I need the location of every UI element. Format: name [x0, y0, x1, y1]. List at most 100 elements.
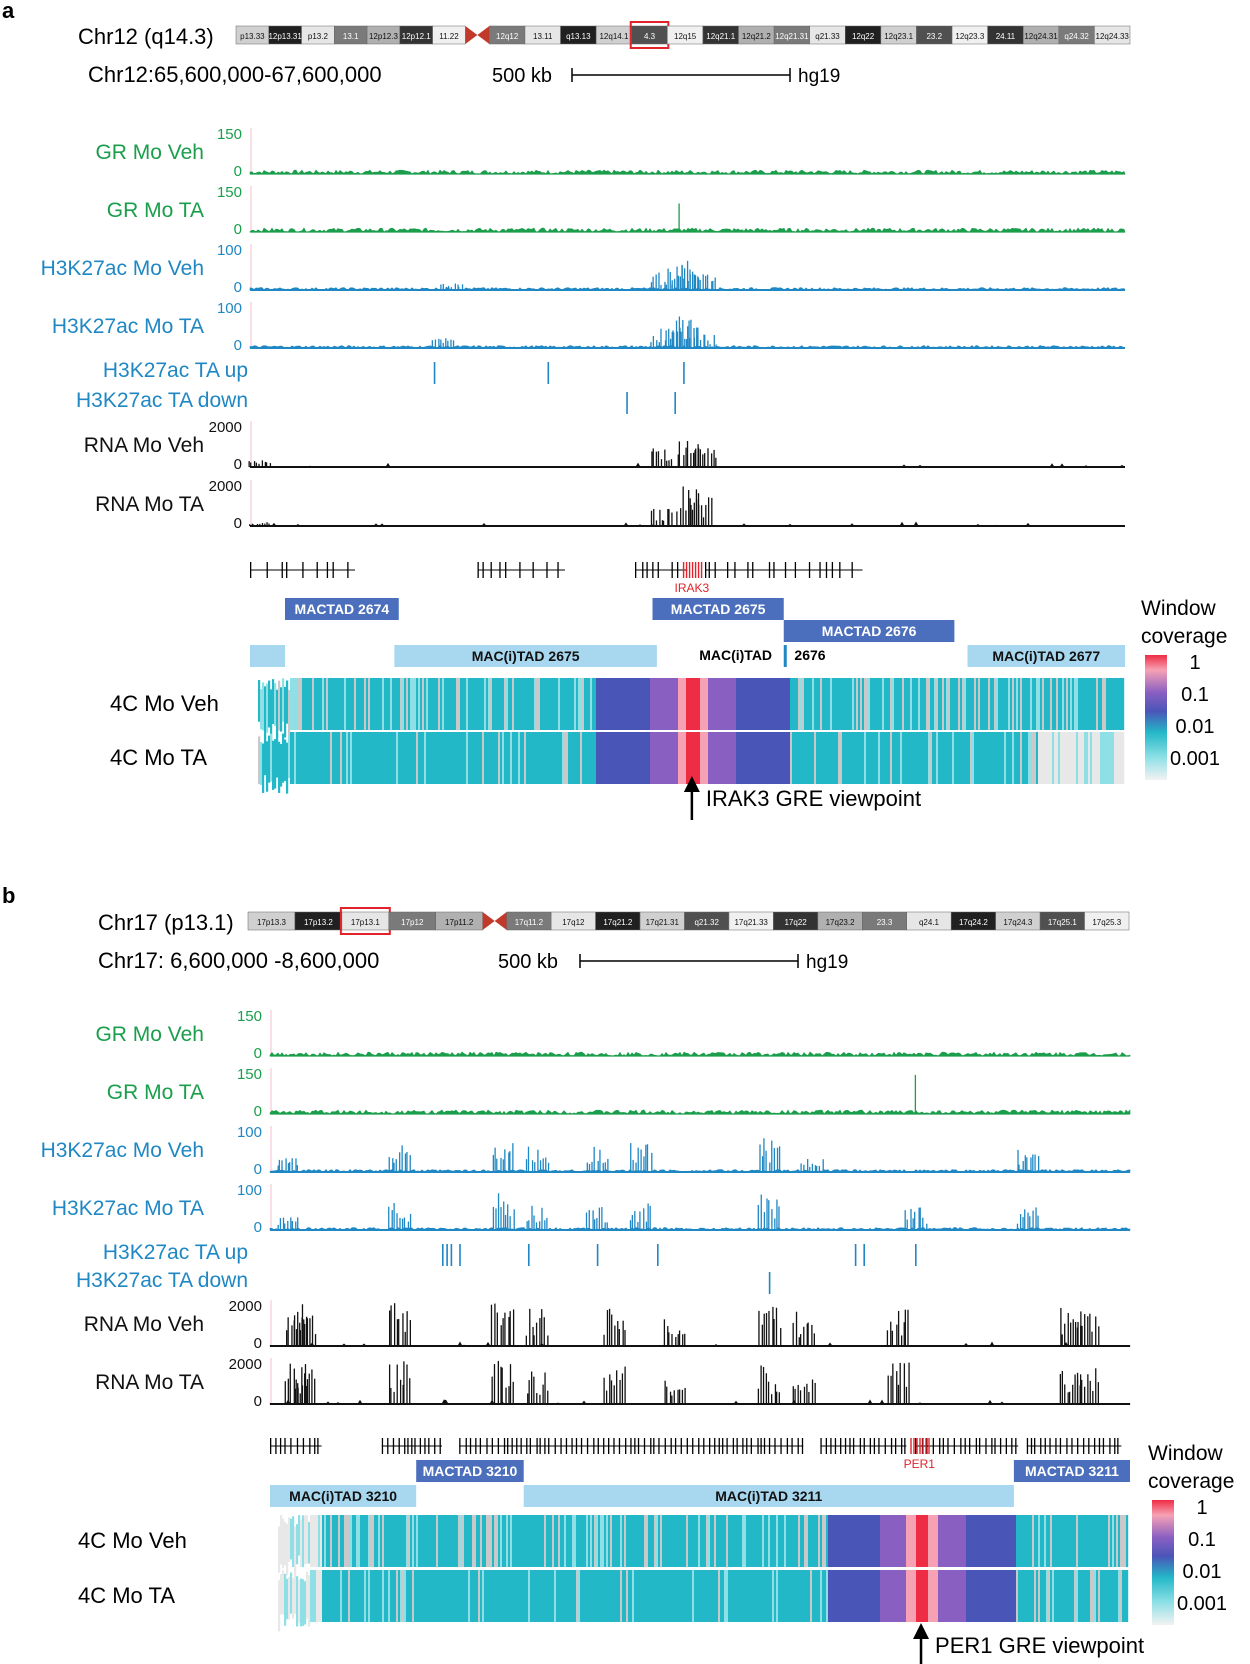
- signal-peak: [778, 1206, 780, 1230]
- fourc-heatmap-cell: [560, 732, 563, 784]
- fourc-heatmap-cell: [450, 732, 453, 784]
- coordinates-label: Chr12:65,600,000-67,600,000: [88, 62, 382, 87]
- fourc-heatmap-cell: [784, 1515, 787, 1567]
- fourc-heatmap-cell: [626, 1515, 629, 1567]
- fourc-heatmap-cell: [682, 678, 685, 730]
- fourc-heatmap-cell: [1030, 1515, 1033, 1567]
- fourc-heatmap-cell: [404, 1515, 407, 1567]
- fourc-heatmap-cell: [712, 678, 715, 730]
- fourc-heatmap-cell: [1064, 1570, 1067, 1622]
- fourc-heatmap-cell: [1090, 678, 1093, 730]
- fourc-heatmap-cell: [1010, 732, 1013, 784]
- fourc-heatmap-cell: [624, 1570, 627, 1622]
- signal-peak: [527, 1393, 529, 1404]
- fourc-heatmap-cell: [1022, 678, 1025, 730]
- signal-peak: [277, 1165, 279, 1172]
- fourc-heatmap-cell: [734, 1515, 737, 1567]
- fourc-heatmap-cell: [624, 732, 627, 784]
- fourc-heatmap-cell: [1028, 678, 1031, 730]
- fourc-heatmap-cell: [934, 1515, 937, 1567]
- centromere-left: [482, 912, 495, 930]
- fourc-heatmap-cell: [866, 678, 869, 730]
- fourc-heatmap-cell: [288, 1517, 291, 1562]
- fourc-heatmap-cell: [644, 1570, 647, 1622]
- fourc-heatmap-cell: [546, 678, 549, 730]
- fourc-heatmap-cell: [642, 678, 645, 730]
- ideogram-band-label: 17q23.2: [826, 918, 855, 927]
- tad-text-label: 2676: [794, 647, 825, 663]
- fourc-heatmap-cell: [370, 678, 373, 730]
- fourc-heatmap-cell: [454, 678, 457, 730]
- fourc-heatmap-cell: [804, 1570, 807, 1622]
- gene-exon: [428, 1438, 430, 1454]
- fourc-heatmap-cell: [526, 1570, 529, 1622]
- fourc-heatmap-cell: [586, 1570, 589, 1622]
- fourc-heatmap-cell: [476, 1570, 479, 1622]
- fourc-heatmap-cell: [486, 678, 489, 730]
- fourc-heatmap-cell: [296, 678, 299, 730]
- fourc-heatmap-cell: [916, 732, 919, 784]
- fourc-heatmap-cell: [750, 1515, 753, 1567]
- fourc-heatmap-cell: [528, 732, 531, 784]
- fourc-heatmap-cell: [728, 1570, 731, 1622]
- fourc-heatmap-cell: [334, 1570, 337, 1622]
- fourc-heatmap-cell: [480, 732, 483, 784]
- fourc-heatmap-cell: [528, 1570, 531, 1622]
- fourc-heatmap-cell: [694, 732, 697, 784]
- gene-exon: [774, 1438, 776, 1454]
- gene-exon: [757, 1438, 759, 1454]
- fourc-heatmap-cell: [956, 732, 959, 784]
- fourc-heatmap-cell: [340, 678, 343, 730]
- fourc-heatmap-cell: [1108, 1515, 1111, 1567]
- fourc-heatmap-cell: [386, 678, 389, 730]
- signal-peak: [1038, 1156, 1040, 1172]
- signal-peak: [504, 1214, 507, 1230]
- fourc-heatmap-cell: [456, 1515, 459, 1567]
- fourc-heatmap-cell: [894, 1515, 897, 1567]
- signal-peak: [277, 1224, 279, 1230]
- ideogram-band-label: 12q21.1: [706, 32, 735, 41]
- fourc-heatmap-cell: [260, 689, 263, 730]
- fourc-heatmap-cell: [298, 678, 301, 730]
- gene-exon: [597, 1438, 599, 1454]
- fourc-heatmap-cell: [556, 1515, 559, 1567]
- gene-exon: [1005, 1438, 1007, 1454]
- fourc-heatmap-cell: [1042, 1570, 1045, 1622]
- fourc-heatmap-cell: [894, 1570, 897, 1622]
- fourc-heatmap-cell: [998, 732, 1001, 784]
- fourc-heatmap-cell: [408, 1515, 411, 1567]
- fourc-heatmap-cell: [826, 678, 829, 730]
- signal-peak: [896, 1371, 898, 1404]
- fourc-heatmap-cell: [460, 732, 463, 784]
- signal-peak: [299, 1322, 301, 1346]
- fourc-heatmap-cell: [590, 732, 593, 784]
- ideogram-band-label: 12q21.2: [742, 32, 771, 41]
- gene-exon: [873, 1438, 876, 1454]
- fourc-heatmap-cell: [332, 1515, 335, 1567]
- signal-peak: [1081, 1379, 1083, 1404]
- fourc-heatmap-cell: [618, 678, 621, 730]
- fourc-heatmap-cell: [740, 1515, 743, 1567]
- fourc-heatmap-cell: [638, 732, 641, 784]
- gene-exon: [732, 1438, 735, 1454]
- fourc-heatmap-cell: [500, 1515, 503, 1567]
- fourc-heatmap-cell: [564, 1570, 567, 1622]
- fourc-heatmap-cell: [988, 1515, 991, 1567]
- fourc-heatmap-cell: [832, 1515, 835, 1567]
- differential-region-mark: [450, 1244, 453, 1266]
- fourc-heatmap-cell: [774, 732, 777, 784]
- fourc-heatmap-cell: [486, 1515, 489, 1567]
- fourc-heatmap-cell: [828, 1570, 831, 1622]
- fourc-heatmap-cell: [780, 1515, 783, 1567]
- signal-peak: [713, 335, 715, 348]
- fourc-heatmap-cell: [946, 732, 949, 784]
- fourc-heatmap-cell: [1032, 732, 1035, 784]
- fourc-heatmap-cell: [330, 678, 333, 730]
- fourc-heatmap-cell: [1066, 678, 1069, 730]
- signal-peak: [695, 499, 698, 526]
- fourc-heatmap-cell: [864, 678, 867, 730]
- fourc-heatmap-cell: [598, 1515, 601, 1567]
- signal-peak: [816, 1165, 818, 1172]
- fourc-heatmap-cell: [396, 732, 399, 784]
